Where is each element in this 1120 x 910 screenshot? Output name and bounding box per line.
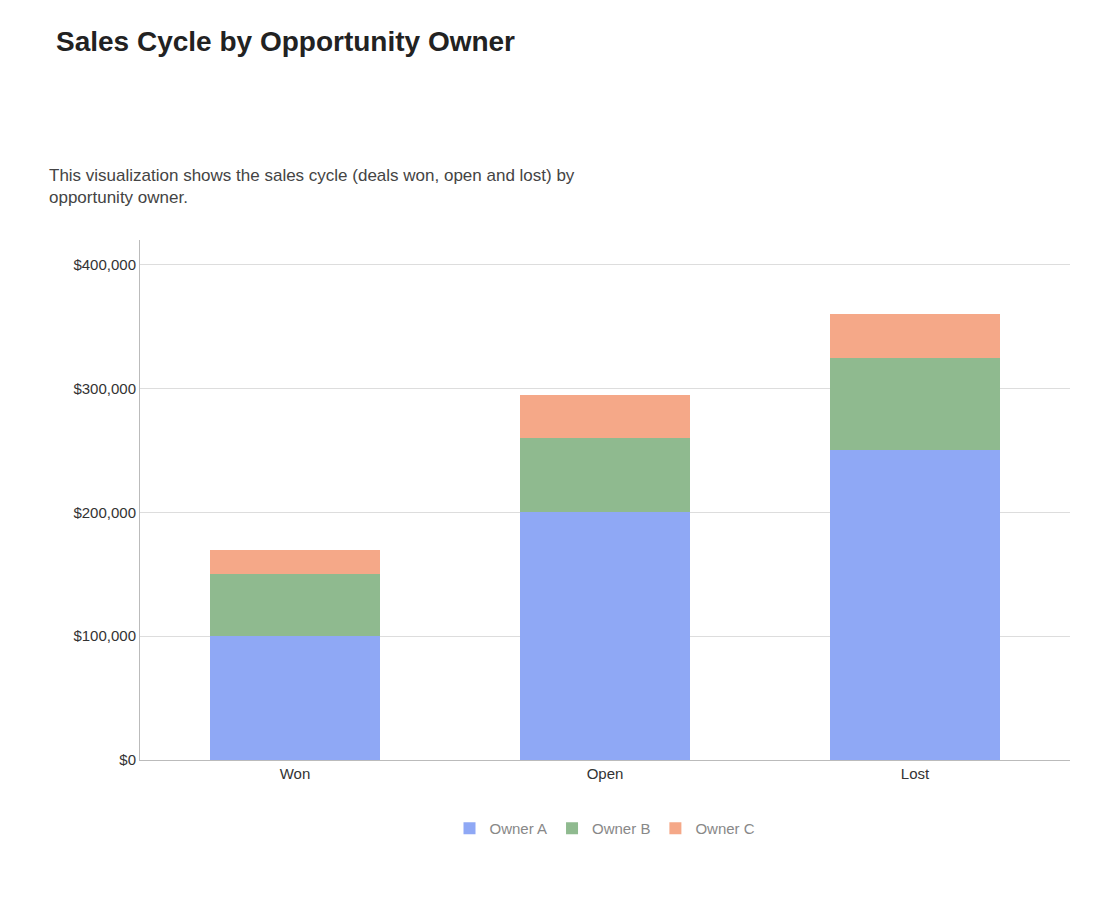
svg-text:Owner A: Owner A	[490, 820, 548, 837]
svg-text:Owner B: Owner B	[592, 820, 650, 837]
svg-text:$0: $0	[119, 751, 136, 768]
svg-text:Sales Cycle by Opportunity Own: Sales Cycle by Opportunity Owner	[56, 26, 515, 57]
svg-text:Open: Open	[587, 765, 624, 782]
svg-text:Won: Won	[280, 765, 311, 782]
svg-text:$200,000: $200,000	[73, 504, 136, 521]
svg-text:$100,000: $100,000	[73, 627, 136, 644]
svg-text:Owner C: Owner C	[695, 820, 754, 837]
svg-text:$400,000: $400,000	[73, 256, 136, 273]
svg-text:This visualization shows the s: This visualization shows the sales cycle…	[49, 166, 575, 207]
svg-text:Lost: Lost	[901, 765, 930, 782]
svg-text:$300,000: $300,000	[73, 380, 136, 397]
